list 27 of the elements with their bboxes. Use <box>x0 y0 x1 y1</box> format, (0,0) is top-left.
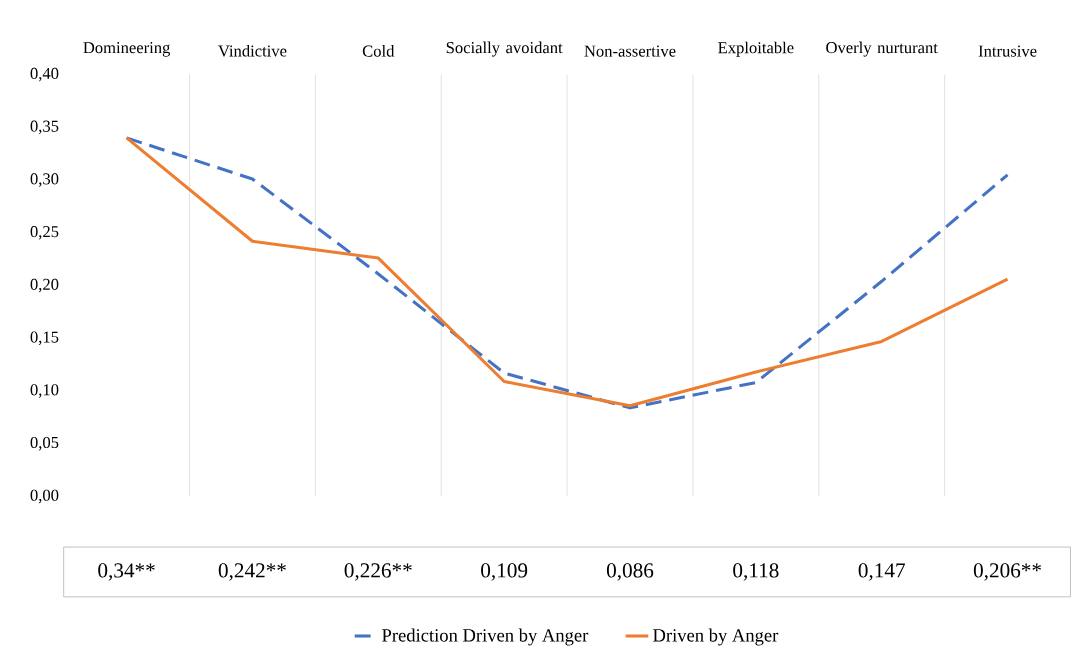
y-tick-label: 0,10 <box>30 384 59 398</box>
data-label: 0,118 <box>733 563 779 581</box>
data-label: 0,147 <box>858 563 905 581</box>
data-label: 0,086 <box>606 563 654 581</box>
x-tick-label: Socially avoidant <box>446 41 563 57</box>
data-label: 0,242** <box>218 563 286 581</box>
x-tick-label: Intrusive <box>978 45 1037 57</box>
y-tick-label: 0,35 <box>30 120 59 135</box>
legend-label: Driven by Anger <box>653 628 779 646</box>
y-tick-label: 0,05 <box>30 437 59 451</box>
x-tick-label: Non-assertive <box>584 45 676 57</box>
y-tick-label: 0,30 <box>30 173 59 188</box>
y-tick-label: 0,20 <box>30 278 59 293</box>
y-tick-label: 0,25 <box>30 226 59 240</box>
data-label: 0,226** <box>344 563 412 581</box>
legend-label: Prediction Driven by Anger <box>382 628 589 646</box>
x-tick-label: Overly nurturant <box>826 41 938 57</box>
y-tick-label: 0,15 <box>30 331 59 346</box>
x-tick-label: Exploitable <box>718 41 794 57</box>
data-label: 0,206** <box>973 563 1042 581</box>
data-label: 0,109 <box>481 563 528 581</box>
y-tick-label: 0,00 <box>30 489 59 504</box>
x-tick-label: Vindictive <box>218 45 287 57</box>
x-tick-label: Domineering <box>83 42 171 57</box>
y-tick-label: 0,40 <box>30 68 59 82</box>
data-label: 0,34** <box>98 563 155 581</box>
x-tick-label: Cold <box>362 45 395 57</box>
